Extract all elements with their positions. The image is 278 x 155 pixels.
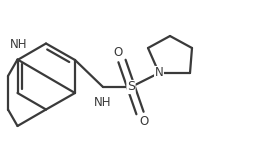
Text: S: S	[127, 80, 135, 93]
Text: O: O	[113, 46, 122, 59]
Text: O: O	[140, 115, 149, 128]
Text: N: N	[155, 66, 163, 80]
Text: NH: NH	[10, 38, 27, 51]
Text: NH: NH	[94, 95, 111, 108]
